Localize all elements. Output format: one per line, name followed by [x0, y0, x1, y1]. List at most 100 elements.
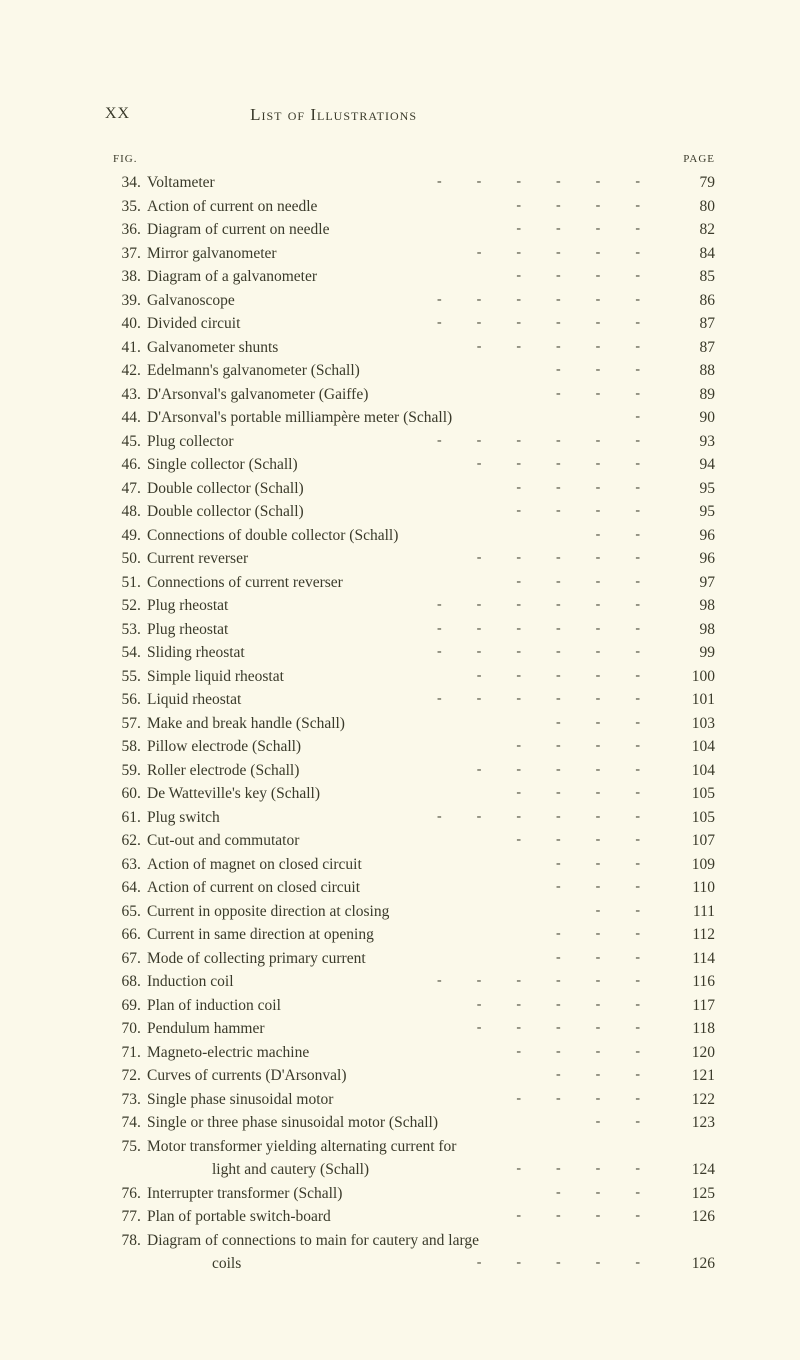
entry-dot: . [137, 1183, 147, 1206]
list-entry: 68.Induction coil------116 [105, 970, 715, 994]
entry-page-number: 122 [681, 1089, 715, 1112]
entry-figure-number: 53 [105, 619, 137, 642]
entry-page-number: 93 [681, 431, 715, 454]
entry-page-number: 118 [681, 1018, 715, 1041]
entry-figure-number: 37 [105, 243, 137, 266]
entry-page-number: 126 [681, 1206, 715, 1229]
entry-dot: . [137, 1018, 147, 1041]
entry-description: light and cautery (Schall) [147, 1159, 369, 1182]
entry-leader-fill: -- [404, 524, 675, 540]
entry-leader-fill: ---- [349, 571, 675, 587]
entry-figure-number: 60 [105, 783, 137, 806]
entry-figure-number: 36 [105, 219, 137, 242]
entry-page-number: 87 [681, 313, 715, 336]
entry-description: Divided circuit [147, 313, 240, 336]
entry-dot: . [137, 971, 147, 994]
entry-description: Simple liquid rheostat [147, 666, 284, 689]
list-entry: 70.Pendulum hammer-----118 [105, 1017, 715, 1041]
entry-leader-fill: ----- [254, 547, 675, 563]
list-entry: 49.Connections of double collector (Scha… [105, 524, 715, 548]
entry-leader-fill: - [458, 406, 675, 422]
list-entry: 56.Liquid rheostat------101 [105, 688, 715, 712]
entry-leader-dashes: - [635, 406, 675, 422]
entry-leader-fill: --- [374, 383, 675, 399]
entry-page-number: 114 [681, 948, 715, 971]
entry-leader-dashes: ---- [516, 571, 675, 587]
entry-page-number: 89 [681, 384, 715, 407]
entry-leader-dashes: ----- [477, 547, 675, 563]
entry-description: D'Arsonval's portable milliampère meter … [147, 407, 452, 430]
entry-page-number: 126 [681, 1253, 715, 1276]
entry-page-number: 97 [681, 572, 715, 595]
list-entry: 77.Plan of portable switch-board----126 [105, 1205, 715, 1229]
entry-figure-number: 34 [105, 172, 137, 195]
entry-leader-dashes: ----- [477, 242, 675, 258]
list-entry: 64.Action of current on closed circuit--… [105, 876, 715, 900]
entry-description: Motor transformer yielding alternating c… [147, 1136, 456, 1159]
list-entry: 54.Sliding rheostat------99 [105, 641, 715, 665]
entry-leader-fill: ---- [337, 1205, 675, 1221]
entry-leader-fill: ------ [234, 618, 675, 634]
list-entry: 42.Edelmann's galvanometer (Schall)---88 [105, 359, 715, 383]
entry-dot: . [137, 1065, 147, 1088]
list-entry: 37.Mirror galvanometer-----84 [105, 242, 715, 266]
entry-leader-fill: ------ [221, 171, 675, 187]
entry-page-number: 105 [681, 783, 715, 806]
entry-description: Roller electrode (Schall) [147, 760, 299, 783]
list-entry: 46.Single collector (Schall)-----94 [105, 453, 715, 477]
entry-figure-number: 46 [105, 454, 137, 477]
entry-leader-dashes: ------ [437, 618, 675, 634]
entry-leader-fill: ------ [240, 970, 675, 986]
entry-leader-dashes: ---- [516, 1205, 675, 1221]
entry-leader-dashes: ------ [437, 970, 675, 986]
entry-leader-dashes: --- [556, 383, 675, 399]
entry-leader-dashes: --- [556, 923, 675, 939]
entry-dot: . [137, 1112, 147, 1135]
entry-page-number: 86 [681, 290, 715, 313]
entry-page-number: 111 [681, 901, 715, 924]
entry-leader-fill: --- [353, 1064, 675, 1080]
entry-leader-fill: ---- [375, 1158, 675, 1174]
entry-leader-fill: ----- [283, 242, 675, 258]
entry-leader-dashes: ---- [516, 265, 675, 281]
entry-leader-dashes: ---- [516, 218, 675, 234]
entry-figure-number: 55 [105, 666, 137, 689]
entry-figure-number: 71 [105, 1042, 137, 1065]
entry-leader-dashes: --- [556, 1064, 675, 1080]
entry-dot: . [137, 384, 147, 407]
entry-leader-dashes: ------ [437, 289, 675, 305]
entry-leader-fill: --- [366, 876, 675, 892]
entry-page-number: 95 [681, 478, 715, 501]
entry-dot: . [137, 266, 147, 289]
entry-page-number: 105 [681, 807, 715, 830]
entry-dot: . [137, 760, 147, 783]
entry-dot: . [137, 1230, 147, 1253]
entry-leader-dashes: ---- [516, 1088, 675, 1104]
list-entry: 75.Motor transformer yielding alternatin… [105, 1135, 715, 1159]
entry-page-number: 110 [681, 877, 715, 900]
entry-description: Plan of induction coil [147, 995, 281, 1018]
entry-page-number: 98 [681, 619, 715, 642]
list-entry: 59.Roller electrode (Schall)-----104 [105, 759, 715, 783]
list-entry: 40.Divided circuit------87 [105, 312, 715, 336]
entry-leader-fill: ---- [307, 735, 675, 751]
entry-dot: . [137, 360, 147, 383]
list-entry: 38.Diagram of a galvanometer----85 [105, 265, 715, 289]
entry-leader-fill: ------ [226, 806, 675, 822]
entry-dot: . [137, 736, 147, 759]
entry-leader-dashes: ------ [437, 171, 675, 187]
list-entry: 60.De Watteville's key (Schall)----105 [105, 782, 715, 806]
entry-description: Mode of collecting primary current [147, 948, 366, 971]
entry-leader-dashes: ----- [477, 336, 675, 352]
list-entry: 43.D'Arsonval's galvanometer (Gaiffe)---… [105, 383, 715, 407]
entry-description: Cut-out and commutator [147, 830, 299, 853]
entry-description: Single or three phase sinusoidal motor (… [147, 1112, 438, 1135]
entry-figure-number: 78 [105, 1230, 137, 1253]
entry-leader-fill: ----- [304, 453, 675, 469]
entry-figure-number: 77 [105, 1206, 137, 1229]
entry-description: Sliding rheostat [147, 642, 245, 665]
entry-figure-number: 66 [105, 924, 137, 947]
entry-leader-fill: --- [366, 359, 675, 375]
entry-dot: . [137, 619, 147, 642]
entry-description: Current in same direction at opening [147, 924, 374, 947]
